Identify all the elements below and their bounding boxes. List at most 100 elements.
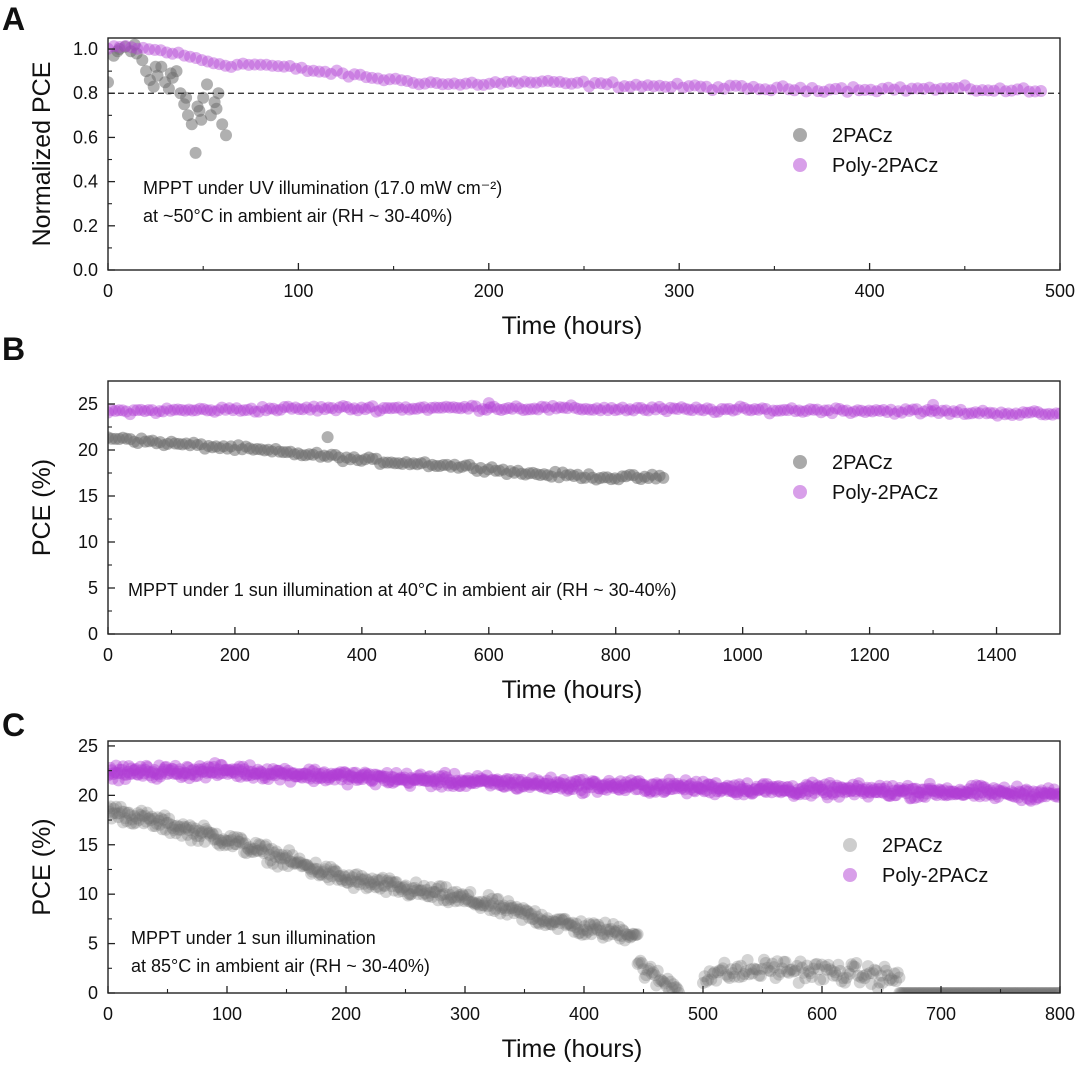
data-point [806, 82, 819, 94]
data-point [220, 129, 232, 142]
data-point [420, 883, 433, 896]
data-point [987, 407, 1000, 420]
data-point [772, 968, 785, 981]
data-point [728, 970, 741, 983]
data-point [319, 774, 332, 787]
data-point [366, 71, 378, 84]
data-point [1020, 406, 1033, 419]
data-point [131, 404, 144, 417]
data-point [710, 974, 723, 987]
data-point [134, 760, 147, 773]
data-point [600, 923, 613, 936]
data-point [465, 76, 478, 89]
data-point [841, 785, 854, 798]
y-tick-label: 10 [78, 532, 98, 552]
data-point [202, 827, 215, 840]
data-point [498, 902, 511, 915]
data-point [465, 777, 478, 790]
data-point [220, 763, 233, 776]
data-point [468, 898, 481, 911]
data-point [822, 958, 835, 971]
data-point [370, 405, 383, 418]
data-point [460, 892, 473, 905]
data-point [332, 767, 345, 780]
annotation-text: at 85°C in ambient air (RH ~ 30-40%) [131, 956, 430, 976]
data-point [231, 770, 243, 782]
data-point [927, 398, 940, 411]
data-point [381, 767, 393, 779]
data-point [359, 872, 372, 885]
legend-marker [793, 128, 807, 142]
data-point [198, 762, 211, 775]
data-point [478, 899, 491, 912]
data-point [599, 778, 612, 791]
data-point [186, 821, 199, 834]
data-point [403, 887, 416, 900]
data-point [610, 924, 623, 937]
data-point [823, 83, 836, 96]
data-point [893, 987, 906, 993]
data-point [556, 780, 569, 793]
data-point [289, 401, 302, 414]
data-point [324, 860, 337, 873]
data-point [162, 816, 174, 829]
data-point [851, 404, 864, 417]
data-point [916, 987, 929, 993]
data-point [217, 833, 230, 846]
data-point [756, 402, 769, 415]
data-point [528, 779, 541, 792]
data-point [318, 863, 331, 876]
panel-letter: B [2, 331, 25, 367]
data-point [307, 863, 320, 876]
data-point [440, 771, 453, 784]
data-point [345, 875, 358, 888]
data-point [357, 873, 369, 886]
data-point [1017, 987, 1030, 993]
data-point [965, 779, 978, 792]
data-point [639, 785, 651, 798]
data-point [909, 987, 922, 993]
data-point [517, 902, 530, 915]
data-point [847, 81, 860, 94]
data-point [944, 987, 957, 993]
data-point [414, 884, 427, 897]
data-point [362, 881, 375, 893]
x-tick-label: 800 [1045, 1004, 1075, 1024]
data-point [418, 879, 431, 892]
data-point [827, 788, 840, 801]
data-point [311, 404, 324, 417]
data-point [615, 779, 628, 792]
data-point [587, 917, 600, 930]
data-point [132, 807, 144, 820]
data-point [1017, 406, 1030, 419]
data-point [443, 774, 456, 786]
data-point [304, 403, 317, 416]
data-point [984, 784, 997, 797]
data-point [190, 404, 203, 417]
data-point [1037, 987, 1050, 993]
data-point [512, 773, 525, 786]
data-point [227, 765, 240, 778]
data-point [660, 405, 673, 418]
data-point [796, 961, 808, 974]
data-point [922, 784, 935, 797]
data-point [466, 895, 479, 908]
data-point [405, 771, 418, 784]
data-point [226, 840, 239, 853]
data-point [135, 804, 148, 817]
data-point [582, 777, 595, 790]
data-point [528, 905, 541, 918]
data-point [210, 102, 223, 115]
data-point [603, 925, 616, 938]
data-point [160, 46, 173, 59]
data-point [340, 401, 353, 413]
x-tick-label: 700 [926, 1004, 956, 1024]
data-point [905, 82, 918, 95]
data-point [564, 919, 577, 932]
data-point [549, 781, 562, 793]
data-point [1049, 790, 1060, 803]
data-point [538, 915, 551, 928]
data-point [704, 786, 717, 799]
data-point [113, 763, 126, 776]
data-point [293, 768, 306, 781]
